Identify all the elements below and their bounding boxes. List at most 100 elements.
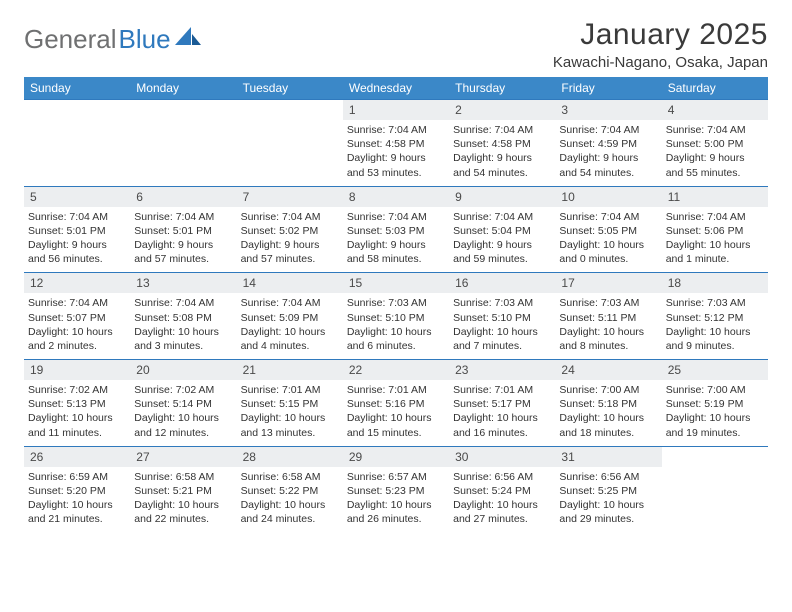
day-number: 11 [662, 187, 768, 207]
day-details: Sunrise: 7:02 AMSunset: 5:14 PMDaylight:… [130, 380, 236, 446]
day-cell-content [237, 120, 343, 186]
day-cell-number: 25 [662, 360, 768, 381]
week-daynum-row: 262728293031 [24, 446, 768, 467]
logo-sail-icon [175, 27, 201, 47]
day-cell-number: 27 [130, 446, 236, 467]
day-details: Sunrise: 7:02 AMSunset: 5:13 PMDaylight:… [24, 380, 130, 446]
day-cell-number: 23 [449, 360, 555, 381]
day-cell-number: 21 [237, 360, 343, 381]
day-details: Sunrise: 6:56 AMSunset: 5:24 PMDaylight:… [449, 467, 555, 533]
day-details: Sunrise: 7:04 AMSunset: 5:04 PMDaylight:… [449, 207, 555, 273]
day-cell-content: Sunrise: 7:00 AMSunset: 5:19 PMDaylight:… [662, 380, 768, 446]
day-cell-content: Sunrise: 7:04 AMSunset: 5:06 PMDaylight:… [662, 207, 768, 273]
day-number: 20 [130, 360, 236, 380]
day-cell-content: Sunrise: 7:04 AMSunset: 5:09 PMDaylight:… [237, 293, 343, 359]
week-content-row: Sunrise: 7:02 AMSunset: 5:13 PMDaylight:… [24, 380, 768, 446]
day-cell-content: Sunrise: 6:56 AMSunset: 5:24 PMDaylight:… [449, 467, 555, 533]
day-cell-number [662, 446, 768, 467]
day-details: Sunrise: 7:03 AMSunset: 5:10 PMDaylight:… [343, 293, 449, 359]
header: GeneralBlue January 2025 Kawachi-Nagano,… [24, 18, 768, 71]
day-details: Sunrise: 7:01 AMSunset: 5:15 PMDaylight:… [237, 380, 343, 446]
day-cell-content: Sunrise: 7:04 AMSunset: 5:02 PMDaylight:… [237, 207, 343, 273]
day-cell-content: Sunrise: 7:04 AMSunset: 5:03 PMDaylight:… [343, 207, 449, 273]
day-number: 9 [449, 187, 555, 207]
day-number: 10 [555, 187, 661, 207]
day-number: 24 [555, 360, 661, 380]
day-cell-number: 28 [237, 446, 343, 467]
day-cell-number: 3 [555, 100, 661, 121]
day-cell-content: Sunrise: 7:02 AMSunset: 5:13 PMDaylight:… [24, 380, 130, 446]
day-cell-content: Sunrise: 7:03 AMSunset: 5:12 PMDaylight:… [662, 293, 768, 359]
day-cell-content: Sunrise: 7:04 AMSunset: 4:58 PMDaylight:… [343, 120, 449, 186]
day-number: 19 [24, 360, 130, 380]
brand-part2: Blue [119, 24, 171, 55]
day-cell-number: 12 [24, 273, 130, 294]
day-cell-content [130, 120, 236, 186]
day-details: Sunrise: 7:04 AMSunset: 4:59 PMDaylight:… [555, 120, 661, 186]
day-cell-number: 16 [449, 273, 555, 294]
day-cell-number: 8 [343, 186, 449, 207]
day-number: 21 [237, 360, 343, 380]
brand-logo: GeneralBlue [24, 18, 201, 55]
day-number: 13 [130, 273, 236, 293]
calendar-table: SundayMondayTuesdayWednesdayThursdayFrid… [24, 77, 768, 532]
day-cell-content: Sunrise: 6:58 AMSunset: 5:22 PMDaylight:… [237, 467, 343, 533]
day-cell-content: Sunrise: 7:04 AMSunset: 4:58 PMDaylight:… [449, 120, 555, 186]
day-details: Sunrise: 7:03 AMSunset: 5:10 PMDaylight:… [449, 293, 555, 359]
day-cell-number: 18 [662, 273, 768, 294]
day-cell-number: 30 [449, 446, 555, 467]
day-cell-content: Sunrise: 7:04 AMSunset: 5:07 PMDaylight:… [24, 293, 130, 359]
weekday-header: Sunday [24, 77, 130, 100]
day-cell-content: Sunrise: 7:04 AMSunset: 5:01 PMDaylight:… [130, 207, 236, 273]
day-number: 22 [343, 360, 449, 380]
day-cell-number: 19 [24, 360, 130, 381]
title-block: January 2025 Kawachi-Nagano, Osaka, Japa… [553, 18, 768, 71]
week-content-row: Sunrise: 7:04 AMSunset: 5:01 PMDaylight:… [24, 207, 768, 273]
brand-part1: General [24, 24, 117, 55]
day-cell-content: Sunrise: 7:04 AMSunset: 5:01 PMDaylight:… [24, 207, 130, 273]
day-number: 3 [555, 100, 661, 120]
day-number [662, 447, 768, 467]
day-cell-number: 17 [555, 273, 661, 294]
weekday-header: Monday [130, 77, 236, 100]
day-details [24, 120, 130, 180]
day-cell-content [662, 467, 768, 533]
month-title: January 2025 [553, 18, 768, 52]
day-cell-number: 1 [343, 100, 449, 121]
day-details: Sunrise: 7:04 AMSunset: 5:03 PMDaylight:… [343, 207, 449, 273]
day-cell-content: Sunrise: 7:03 AMSunset: 5:11 PMDaylight:… [555, 293, 661, 359]
weekday-header-row: SundayMondayTuesdayWednesdayThursdayFrid… [24, 77, 768, 100]
day-cell-content: Sunrise: 7:04 AMSunset: 5:00 PMDaylight:… [662, 120, 768, 186]
day-number: 14 [237, 273, 343, 293]
week-daynum-row: 12131415161718 [24, 273, 768, 294]
day-cell-number: 20 [130, 360, 236, 381]
week-daynum-row: 1234 [24, 100, 768, 121]
day-number [24, 100, 130, 120]
day-number: 5 [24, 187, 130, 207]
day-number: 31 [555, 447, 661, 467]
calendar-body: 1234Sunrise: 7:04 AMSunset: 4:58 PMDayli… [24, 100, 768, 533]
day-number: 15 [343, 273, 449, 293]
day-cell-number: 24 [555, 360, 661, 381]
day-cell-number: 11 [662, 186, 768, 207]
day-details: Sunrise: 6:59 AMSunset: 5:20 PMDaylight:… [24, 467, 130, 533]
day-number: 8 [343, 187, 449, 207]
day-cell-content: Sunrise: 6:57 AMSunset: 5:23 PMDaylight:… [343, 467, 449, 533]
weekday-header: Thursday [449, 77, 555, 100]
day-cell-content: Sunrise: 7:02 AMSunset: 5:14 PMDaylight:… [130, 380, 236, 446]
day-details: Sunrise: 7:03 AMSunset: 5:11 PMDaylight:… [555, 293, 661, 359]
day-cell-number [237, 100, 343, 121]
day-details: Sunrise: 7:00 AMSunset: 5:18 PMDaylight:… [555, 380, 661, 446]
week-content-row: Sunrise: 7:04 AMSunset: 4:58 PMDaylight:… [24, 120, 768, 186]
day-cell-number: 4 [662, 100, 768, 121]
day-details: Sunrise: 7:03 AMSunset: 5:12 PMDaylight:… [662, 293, 768, 359]
weekday-header: Wednesday [343, 77, 449, 100]
week-content-row: Sunrise: 7:04 AMSunset: 5:07 PMDaylight:… [24, 293, 768, 359]
day-details: Sunrise: 7:04 AMSunset: 5:06 PMDaylight:… [662, 207, 768, 273]
day-cell-content: Sunrise: 7:01 AMSunset: 5:15 PMDaylight:… [237, 380, 343, 446]
day-details: Sunrise: 7:04 AMSunset: 5:08 PMDaylight:… [130, 293, 236, 359]
day-details: Sunrise: 7:04 AMSunset: 5:00 PMDaylight:… [662, 120, 768, 186]
day-cell-content: Sunrise: 7:04 AMSunset: 4:59 PMDaylight:… [555, 120, 661, 186]
day-details [662, 467, 768, 527]
day-details: Sunrise: 7:04 AMSunset: 5:02 PMDaylight:… [237, 207, 343, 273]
